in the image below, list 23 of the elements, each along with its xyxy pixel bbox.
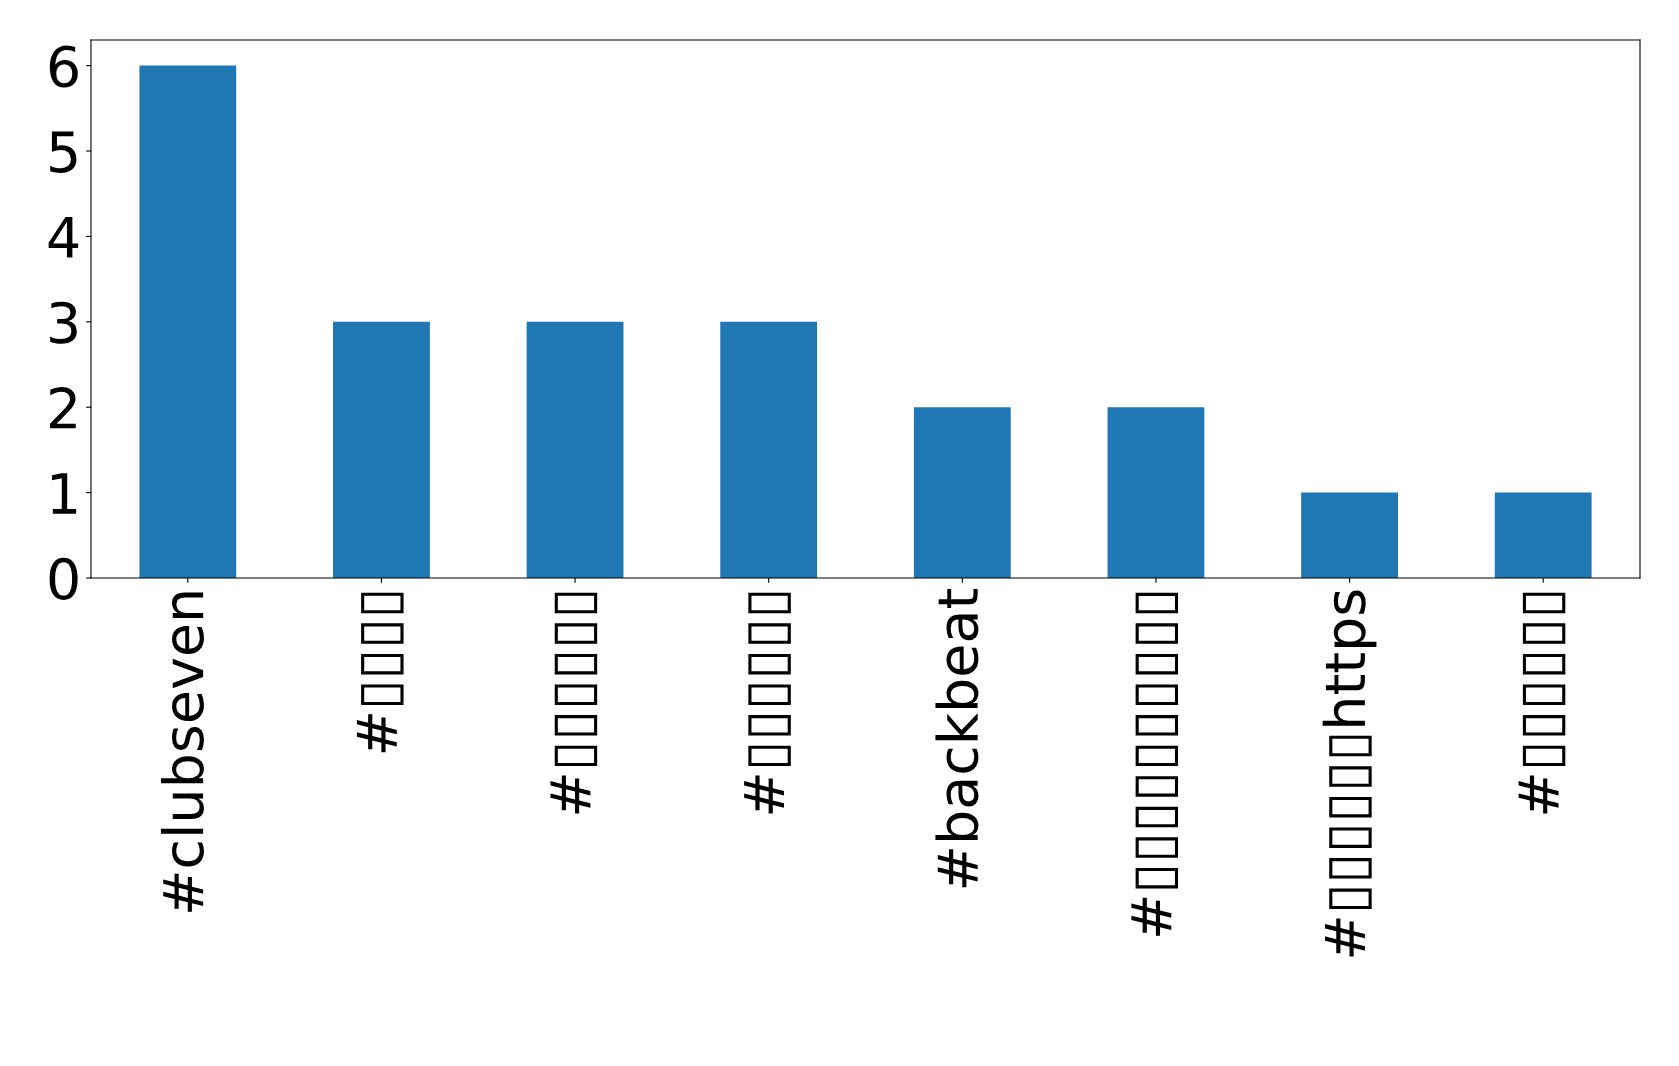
bar bbox=[1301, 492, 1398, 578]
y-tick-label: 4 bbox=[48, 217, 79, 258]
x-tick-label: #▯▯▯▯▯▯https bbox=[1322, 590, 1377, 957]
bar bbox=[333, 321, 430, 578]
x-tick-label: #backbeat bbox=[935, 589, 979, 888]
bar bbox=[139, 65, 237, 578]
bar bbox=[526, 321, 624, 578]
x-tick-label: #▯▯▯▯▯▯ bbox=[1518, 592, 1566, 814]
x-tick-label: #clubseven bbox=[160, 592, 204, 912]
bar bbox=[720, 321, 818, 578]
y-tick-label: 6 bbox=[49, 45, 78, 88]
y-tick-label: 5 bbox=[50, 131, 77, 173]
x-tick-label: #▯▯▯▯▯▯ bbox=[550, 592, 598, 814]
bar bbox=[913, 407, 1011, 578]
x-tick-label: #▯▯▯▯ bbox=[356, 592, 404, 753]
y-tick-label: 1 bbox=[52, 473, 77, 514]
y-tick-label: 3 bbox=[50, 301, 77, 344]
y-tick-label: 0 bbox=[49, 557, 78, 600]
x-tick-label: #▯▯▯▯▯▯ bbox=[744, 592, 791, 814]
bar bbox=[1107, 407, 1205, 578]
x-tick-label: #▯▯▯▯▯▯▯▯▯▯ bbox=[1131, 592, 1179, 936]
y-tick-label: 2 bbox=[50, 387, 76, 429]
bar bbox=[1494, 492, 1592, 578]
